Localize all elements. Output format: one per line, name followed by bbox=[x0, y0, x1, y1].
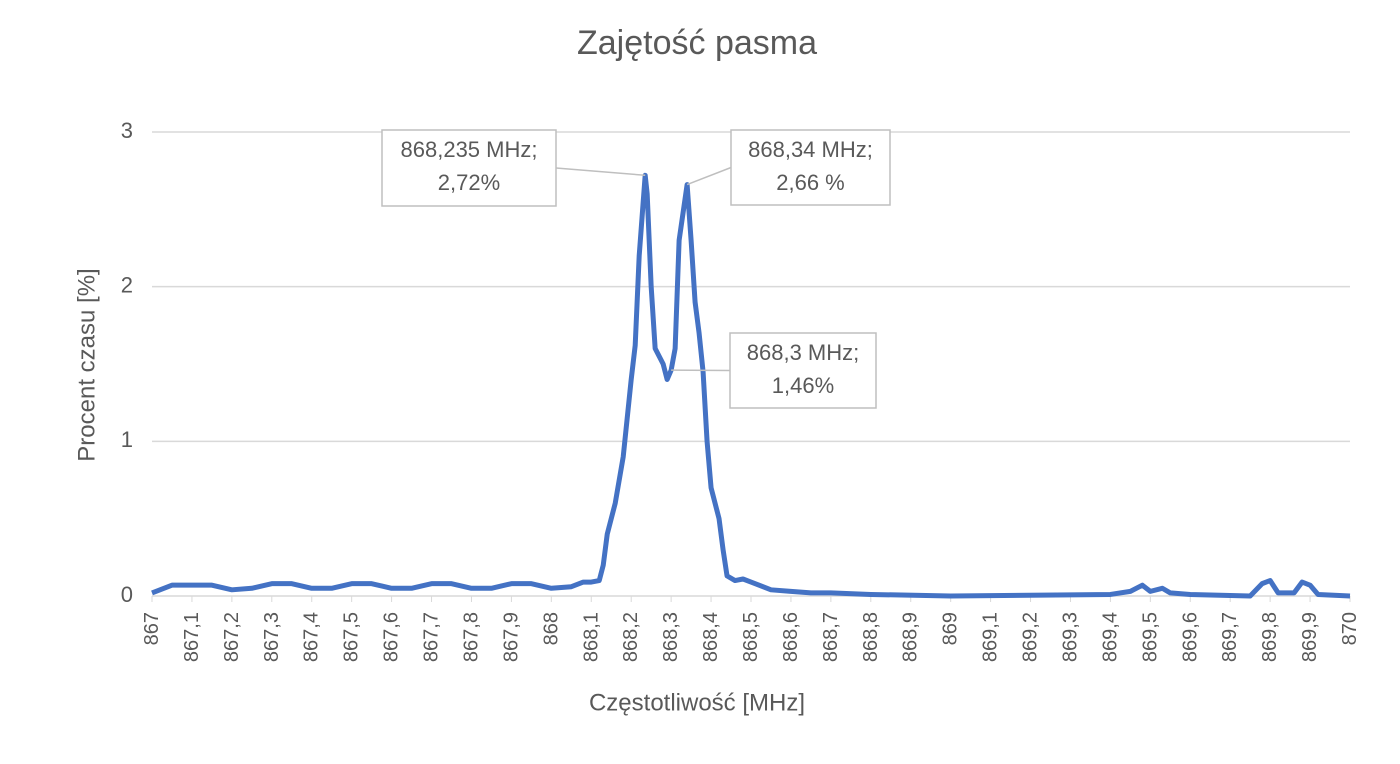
x-tick-label: 867,9 bbox=[500, 612, 522, 662]
x-tick-label: 868,6 bbox=[780, 612, 802, 662]
x-tick-label: 868,8 bbox=[860, 612, 882, 662]
x-tick-label: 867,1 bbox=[181, 612, 203, 662]
y-tick-label: 0 bbox=[121, 582, 133, 607]
x-tick-label: 869,7 bbox=[1219, 612, 1241, 662]
callout-text: 1,46% bbox=[772, 373, 834, 398]
x-tick-label: 868,9 bbox=[900, 612, 922, 662]
data-line bbox=[151, 172, 1351, 599]
x-tick-label: 869,9 bbox=[1299, 612, 1321, 662]
x-tick-label: 869,1 bbox=[980, 612, 1002, 662]
x-tick-label: 869,4 bbox=[1099, 612, 1121, 662]
callout-box bbox=[729, 332, 877, 409]
chart-title: Zajętość pasma bbox=[577, 24, 817, 62]
x-tick-label: 869 bbox=[940, 612, 962, 645]
callout: 868,3 MHz; 1,46% bbox=[671, 332, 877, 409]
x-tick-label: 869,2 bbox=[1020, 612, 1042, 662]
x-tick-label: 868,4 bbox=[700, 612, 722, 662]
x-tick-label: 867,4 bbox=[301, 612, 323, 662]
x-tick-label: 867 bbox=[141, 612, 163, 645]
x-tick-label: 868,3 bbox=[660, 612, 682, 662]
x-tick-label: 867,8 bbox=[460, 612, 482, 662]
x-tick-label: 869,6 bbox=[1179, 612, 1201, 662]
x-tick-label: 868,2 bbox=[620, 612, 642, 662]
x-tick-label: 870 bbox=[1339, 612, 1361, 645]
y-tick-label: 3 bbox=[121, 118, 133, 143]
callout: 868,235 MHz; 2,72% bbox=[381, 129, 646, 207]
callout: 868,34 MHz; 2,66 % bbox=[686, 129, 891, 206]
x-tick-label: 868,7 bbox=[820, 612, 842, 662]
x-tick-label: 867,7 bbox=[421, 612, 443, 662]
callout-text: 868,235 MHz; bbox=[401, 137, 538, 162]
callout-box bbox=[730, 129, 891, 206]
x-tick-label: 868 bbox=[540, 612, 562, 645]
callout-text: 2,66 % bbox=[776, 170, 845, 195]
callout-leader bbox=[686, 166, 732, 186]
x-tick-label: 867,6 bbox=[381, 612, 403, 662]
x-axis-label: Częstotliwość [MHz] bbox=[589, 689, 805, 716]
x-tick-label: 869,5 bbox=[1139, 612, 1161, 662]
callout-box bbox=[381, 129, 557, 207]
callout-text: 868,34 MHz; bbox=[748, 137, 873, 162]
y-axis-label: Procent czasu [%] bbox=[73, 268, 100, 461]
x-tick-label: 867,5 bbox=[341, 612, 363, 662]
x-tick-label: 869,8 bbox=[1259, 612, 1281, 662]
y-tick-label: 1 bbox=[121, 427, 133, 452]
x-tick-label: 867,3 bbox=[261, 612, 283, 662]
callout-leader bbox=[555, 167, 646, 177]
x-tick-label: 867,2 bbox=[221, 612, 243, 662]
x-tick-label: 868,1 bbox=[580, 612, 602, 662]
x-tick-label: 869,3 bbox=[1059, 612, 1081, 662]
callout-text: 868,3 MHz; bbox=[747, 340, 860, 365]
x-tick-label: 868,5 bbox=[740, 612, 762, 662]
callout-text: 2,72% bbox=[438, 170, 500, 195]
y-tick-label: 2 bbox=[121, 272, 133, 297]
